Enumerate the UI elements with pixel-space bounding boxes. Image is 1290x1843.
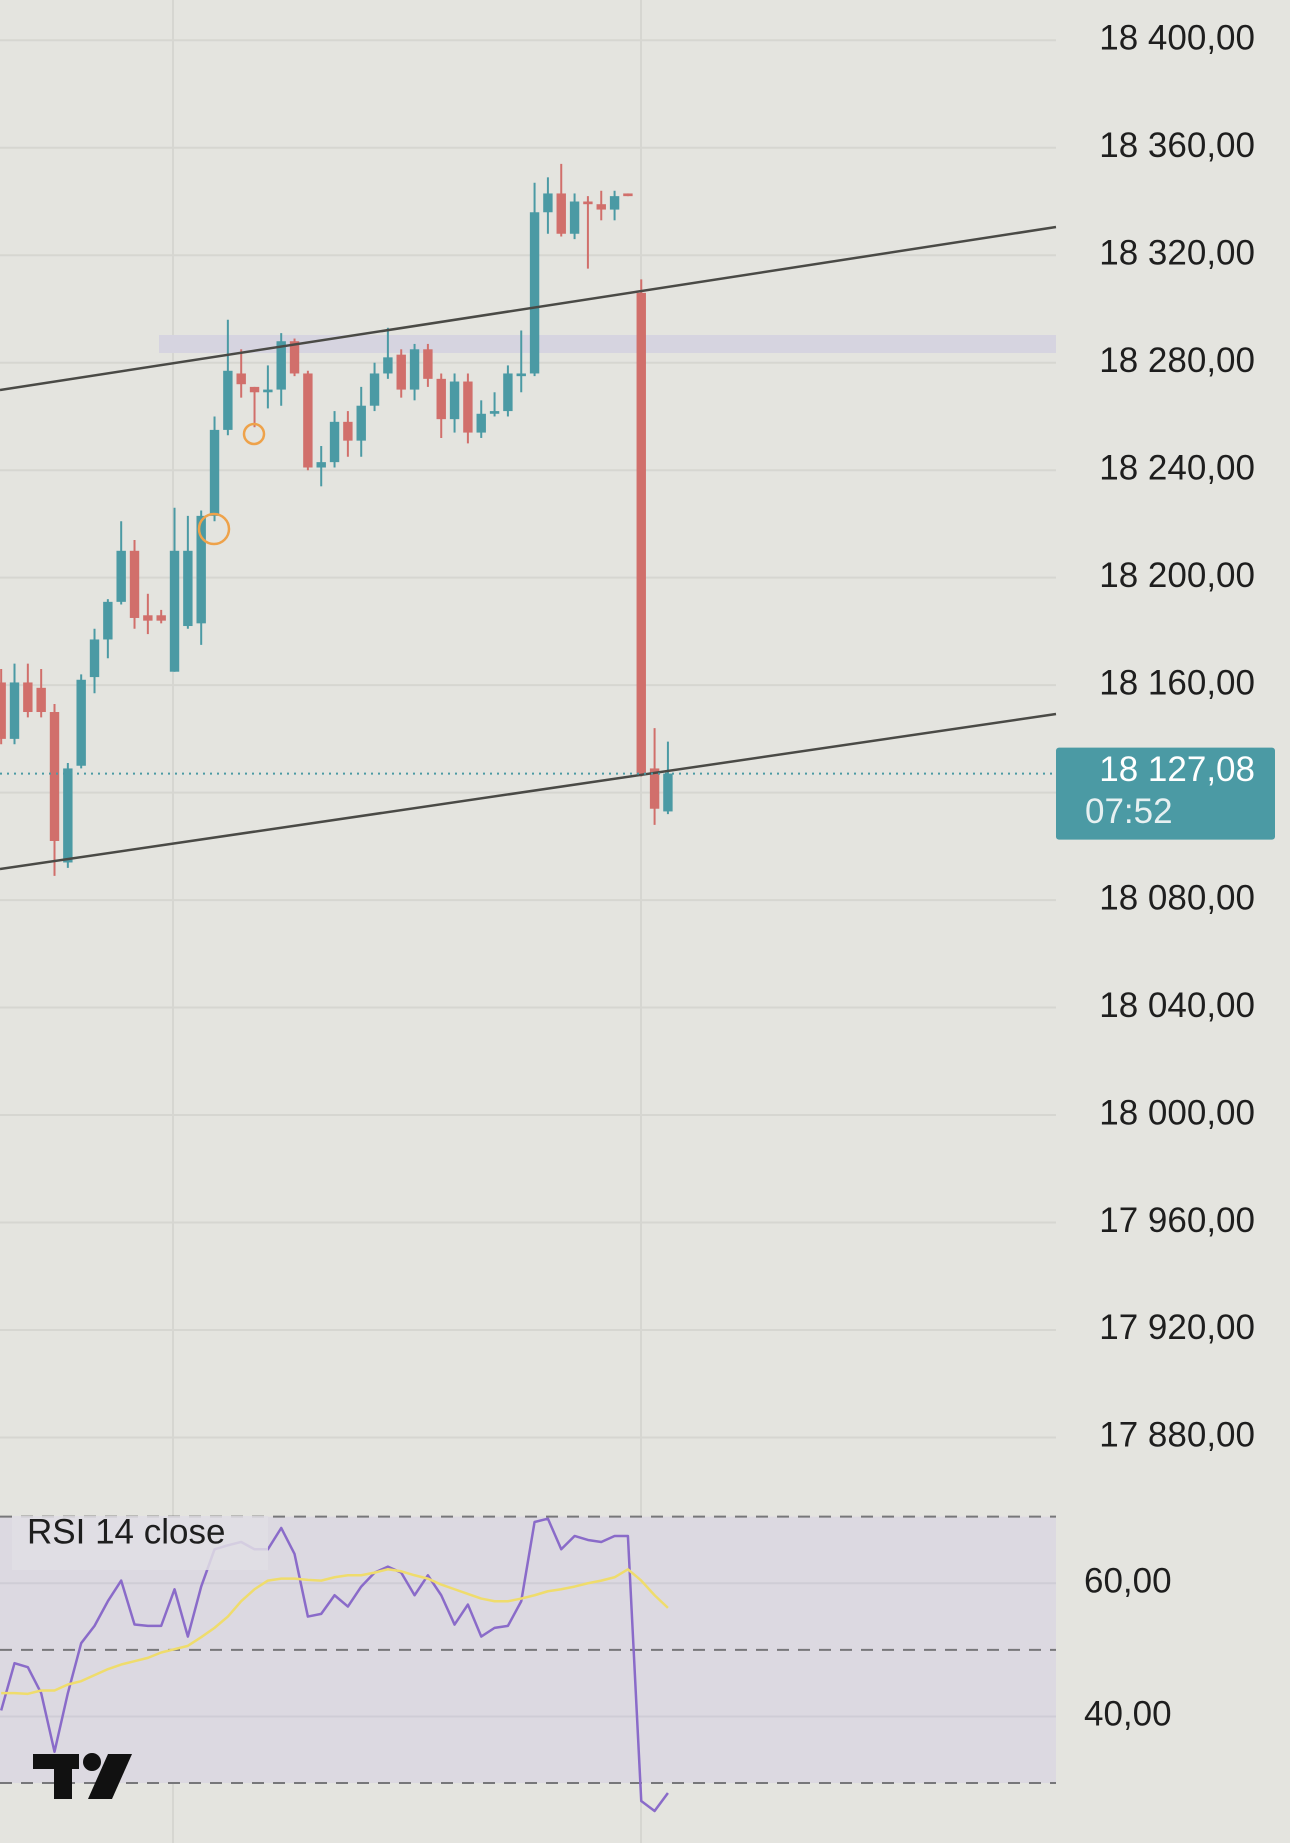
candle-body	[129, 550, 140, 618]
candle-body	[303, 373, 313, 468]
y-tick-label: 18 040,00	[1099, 986, 1255, 1025]
y-tick-label: 18 200,00	[1099, 556, 1255, 595]
candle-body	[556, 193, 566, 234]
candle-body	[223, 370, 233, 430]
y-tick-label: 18 240,00	[1099, 448, 1255, 487]
candle-body	[569, 201, 580, 234]
candle-body	[183, 550, 193, 627]
candle-body	[89, 639, 100, 678]
candle-body	[316, 462, 326, 468]
y-tick-label: 60,00	[1084, 1562, 1172, 1601]
candle-body	[543, 193, 553, 213]
zone-highlight	[159, 335, 1056, 353]
candle-body	[236, 373, 246, 385]
candle-body	[409, 349, 420, 390]
y-tick-label: 17 880,00	[1099, 1416, 1255, 1455]
last-price-label: 18 127,08	[1099, 750, 1255, 789]
y-tick-label: 18 400,00	[1099, 19, 1255, 58]
y-tick-label: 40,00	[1084, 1695, 1172, 1734]
candle-body	[143, 615, 153, 621]
candle-body	[76, 679, 86, 766]
candle-body	[529, 212, 540, 374]
candle-body	[463, 381, 473, 433]
candle-body	[9, 682, 20, 739]
candle-body	[636, 292, 646, 774]
candle-body	[516, 373, 526, 377]
rsi-line	[1, 1568, 669, 1696]
candle-body	[263, 389, 273, 393]
candle-body	[49, 712, 60, 841]
logo-part	[54, 1754, 72, 1799]
trend-line	[0, 225, 1057, 392]
rsi-title-box	[12, 1516, 268, 1570]
signal-marker	[242, 422, 266, 446]
candle-body	[169, 550, 180, 672]
trend-line	[0, 712, 1057, 871]
tradingview-logo	[33, 1753, 132, 1799]
candle-body	[596, 204, 606, 210]
candle-body	[356, 405, 366, 441]
candle-body	[383, 357, 393, 374]
y-tick-label: 18 360,00	[1099, 126, 1255, 165]
y-tick-label: 18 000,00	[1099, 1093, 1255, 1132]
candle-body	[23, 682, 33, 713]
candle-body	[423, 349, 433, 379]
candle-body	[196, 515, 206, 624]
candle-body	[156, 615, 166, 621]
candle-body	[343, 421, 353, 441]
signal-marker	[197, 512, 231, 546]
candle-body	[396, 354, 406, 390]
y-tick-label: 18 280,00	[1099, 341, 1255, 380]
candle-body	[583, 201, 593, 205]
candle-body	[276, 341, 286, 390]
y-tick-label: 17 920,00	[1099, 1308, 1255, 1347]
candle-body	[36, 687, 46, 713]
candle-body	[623, 193, 633, 197]
logo-part	[83, 1753, 101, 1771]
candle-body	[0, 682, 6, 739]
candle-body	[449, 381, 460, 420]
candle-body	[503, 373, 513, 412]
rsi-line	[0, 1517, 669, 1813]
candle-body	[663, 773, 673, 812]
candle-body	[63, 768, 73, 863]
candle-body	[116, 550, 126, 602]
rsi-title: RSI 14 close	[27, 1512, 225, 1551]
candle-body	[249, 386, 260, 393]
candle-body	[489, 411, 500, 414]
candle-body	[329, 421, 340, 463]
candle-body	[476, 413, 486, 433]
logo-part	[88, 1754, 132, 1799]
candle-body	[649, 768, 660, 809]
candle-body	[209, 429, 220, 516]
candle-body	[103, 601, 113, 640]
candle-body	[369, 373, 380, 406]
candle-body	[436, 378, 446, 420]
candles-layer	[0, 163, 673, 876]
y-tick-label: 18 320,00	[1099, 233, 1255, 272]
candle-body	[289, 341, 300, 374]
candle-body	[609, 196, 620, 210]
last-price-box	[1056, 747, 1275, 840]
y-tick-label: 17 960,00	[1099, 1201, 1255, 1240]
y-tick-label: 18 080,00	[1099, 878, 1255, 917]
countdown-label: 07:52	[1085, 792, 1173, 831]
y-tick-label: 18 160,00	[1099, 663, 1255, 702]
